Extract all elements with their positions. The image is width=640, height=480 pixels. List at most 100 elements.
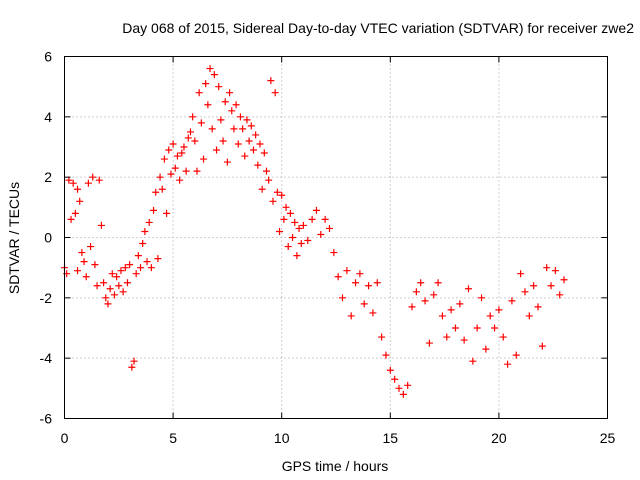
data-point (241, 152, 249, 160)
data-point (356, 270, 364, 278)
data-point (219, 137, 227, 145)
data-point (78, 249, 86, 257)
data-point (113, 273, 121, 281)
data-point (408, 303, 416, 311)
data-point (117, 267, 125, 275)
data-point (223, 158, 231, 166)
data-point (173, 152, 181, 160)
data-point (421, 297, 429, 305)
data-point (119, 288, 127, 296)
data-point (443, 333, 451, 341)
data-points (61, 65, 568, 398)
data-point (115, 282, 123, 290)
y-tick-label: -4 (40, 350, 53, 366)
data-point (512, 351, 520, 359)
data-point (395, 384, 403, 392)
data-point (425, 339, 433, 347)
data-point (147, 264, 155, 272)
data-point (382, 351, 390, 359)
data-point (65, 176, 73, 184)
data-point (80, 258, 88, 266)
data-point (534, 303, 542, 311)
data-point (297, 240, 305, 248)
data-point (360, 300, 368, 308)
y-tick-label: 6 (44, 49, 52, 65)
data-point (176, 176, 184, 184)
data-point (200, 155, 208, 163)
data-point (391, 375, 399, 383)
data-point (236, 113, 244, 121)
data-point (141, 227, 149, 235)
data-point (93, 282, 101, 290)
data-point (247, 122, 255, 130)
data-point (386, 366, 394, 374)
data-point (165, 146, 173, 154)
data-point (137, 264, 145, 272)
data-point (295, 224, 303, 232)
data-point (71, 209, 79, 217)
data-point (460, 336, 468, 344)
data-point (538, 342, 546, 350)
data-point (156, 173, 164, 181)
data-point (130, 357, 138, 365)
data-point (517, 270, 525, 278)
data-point (204, 101, 212, 109)
data-point (134, 252, 142, 260)
data-point (486, 312, 494, 320)
data-point (438, 312, 446, 320)
data-point (139, 240, 147, 248)
data-point (339, 294, 347, 302)
data-point (191, 137, 199, 145)
data-point (182, 167, 190, 175)
data-point (508, 297, 516, 305)
axis-ticks (64, 56, 608, 419)
data-point (254, 161, 262, 169)
data-point (543, 264, 551, 272)
data-point (126, 261, 134, 269)
data-point (186, 128, 194, 136)
data-point (69, 179, 77, 187)
data-point (525, 312, 533, 320)
data-point (143, 258, 151, 266)
data-point (262, 167, 270, 175)
data-point (180, 143, 188, 151)
data-point (121, 264, 129, 272)
data-point (560, 276, 568, 284)
data-point (169, 140, 177, 148)
data-point (347, 312, 355, 320)
data-point (132, 270, 140, 278)
data-point (100, 279, 108, 287)
data-point (163, 209, 171, 217)
data-point (152, 188, 160, 196)
data-point (469, 357, 477, 365)
y-tick-labels: -6 -4 -2 0 2 4 6 (40, 49, 53, 427)
data-point (128, 363, 136, 371)
data-point (206, 65, 214, 73)
data-point (330, 249, 338, 257)
data-point (245, 137, 253, 145)
data-point (108, 270, 116, 278)
data-point (91, 261, 99, 269)
x-tick-label: 0 (61, 430, 69, 446)
data-point (482, 345, 490, 353)
data-point (243, 116, 251, 124)
data-point (67, 215, 75, 223)
data-point (195, 89, 203, 97)
data-point (499, 333, 507, 341)
data-point (215, 83, 223, 91)
data-point (373, 279, 381, 287)
data-point (76, 197, 84, 205)
data-point (417, 279, 425, 287)
data-point (97, 221, 105, 229)
data-point (260, 149, 268, 157)
data-point (282, 203, 290, 211)
data-point (249, 146, 257, 154)
data-point (369, 309, 377, 317)
data-point (464, 285, 472, 293)
data-point (352, 279, 360, 287)
data-point (230, 125, 238, 133)
data-point (308, 215, 316, 223)
data-point (276, 227, 284, 235)
data-point (202, 80, 210, 88)
data-point (317, 230, 325, 238)
